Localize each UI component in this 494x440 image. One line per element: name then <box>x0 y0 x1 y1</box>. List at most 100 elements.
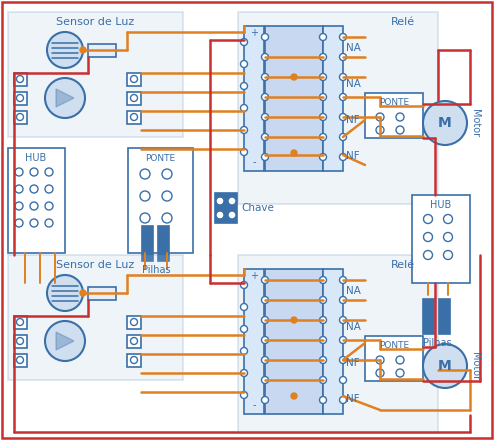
Bar <box>88 44 116 57</box>
Circle shape <box>16 337 24 345</box>
Circle shape <box>241 392 247 399</box>
Circle shape <box>130 319 137 326</box>
Text: Chave: Chave <box>241 203 274 213</box>
Circle shape <box>16 95 24 102</box>
Circle shape <box>241 105 247 111</box>
Circle shape <box>130 76 137 83</box>
Circle shape <box>444 232 453 242</box>
Circle shape <box>241 304 247 311</box>
Circle shape <box>376 126 384 134</box>
Text: -: - <box>252 157 256 167</box>
Circle shape <box>291 393 297 399</box>
Circle shape <box>339 356 346 363</box>
Circle shape <box>216 211 224 219</box>
Circle shape <box>45 168 53 176</box>
Circle shape <box>241 348 247 355</box>
Bar <box>238 12 438 204</box>
Bar <box>8 148 65 253</box>
Circle shape <box>444 250 453 260</box>
Text: NF: NF <box>346 358 360 368</box>
Circle shape <box>45 321 85 361</box>
Text: PONTE: PONTE <box>379 341 409 349</box>
Bar <box>365 336 423 381</box>
Circle shape <box>396 113 404 121</box>
Polygon shape <box>56 89 74 107</box>
Circle shape <box>130 114 137 121</box>
Circle shape <box>30 219 38 227</box>
Circle shape <box>339 297 346 304</box>
Bar <box>127 354 141 367</box>
Circle shape <box>396 126 404 134</box>
Circle shape <box>376 356 384 364</box>
Circle shape <box>376 113 384 121</box>
Circle shape <box>339 396 346 403</box>
Text: M: M <box>438 116 452 130</box>
Bar <box>14 111 27 124</box>
Circle shape <box>261 276 269 283</box>
Bar <box>265 26 323 171</box>
Polygon shape <box>56 332 74 350</box>
Text: PONTE: PONTE <box>145 154 175 162</box>
Bar <box>14 92 27 105</box>
Circle shape <box>320 297 327 304</box>
Circle shape <box>16 114 24 121</box>
Circle shape <box>228 211 236 219</box>
Circle shape <box>261 114 269 121</box>
Circle shape <box>396 356 404 364</box>
Circle shape <box>80 290 86 296</box>
Circle shape <box>216 197 224 205</box>
Circle shape <box>16 319 24 326</box>
Circle shape <box>291 150 297 156</box>
Bar <box>88 287 116 300</box>
Circle shape <box>339 73 346 81</box>
Text: HUB: HUB <box>430 200 452 210</box>
Circle shape <box>320 154 327 161</box>
Bar <box>412 195 470 283</box>
Circle shape <box>320 114 327 121</box>
Text: Pilhas: Pilhas <box>142 265 170 275</box>
Bar <box>365 93 423 138</box>
Circle shape <box>261 356 269 363</box>
Circle shape <box>16 356 24 363</box>
Bar <box>238 255 438 433</box>
Circle shape <box>15 168 23 176</box>
Circle shape <box>339 276 346 283</box>
Bar <box>14 316 27 329</box>
Circle shape <box>241 127 247 133</box>
Text: NA: NA <box>346 286 361 296</box>
Circle shape <box>291 74 297 80</box>
Circle shape <box>228 197 236 205</box>
Circle shape <box>320 33 327 40</box>
Circle shape <box>339 337 346 344</box>
Circle shape <box>320 94 327 100</box>
Circle shape <box>423 232 433 242</box>
Circle shape <box>423 101 467 145</box>
Circle shape <box>45 202 53 210</box>
Circle shape <box>320 54 327 61</box>
Circle shape <box>130 337 137 345</box>
Text: NA: NA <box>346 322 361 332</box>
Circle shape <box>396 369 404 377</box>
Circle shape <box>47 275 83 311</box>
Text: Sensor de Luz: Sensor de Luz <box>56 260 134 270</box>
Circle shape <box>320 316 327 323</box>
Bar <box>127 92 141 105</box>
Circle shape <box>261 297 269 304</box>
Circle shape <box>423 344 467 388</box>
Text: NF: NF <box>346 115 360 125</box>
Circle shape <box>339 154 346 161</box>
Bar <box>142 226 153 261</box>
Circle shape <box>140 191 150 201</box>
Text: M: M <box>438 359 452 373</box>
Text: -: - <box>252 400 256 410</box>
Text: NF: NF <box>346 394 360 404</box>
Circle shape <box>130 356 137 363</box>
Circle shape <box>261 154 269 161</box>
Text: NA: NA <box>346 43 361 53</box>
Circle shape <box>339 377 346 384</box>
Bar <box>323 269 343 414</box>
Circle shape <box>320 73 327 81</box>
Circle shape <box>241 326 247 333</box>
Circle shape <box>320 396 327 403</box>
Circle shape <box>140 169 150 179</box>
